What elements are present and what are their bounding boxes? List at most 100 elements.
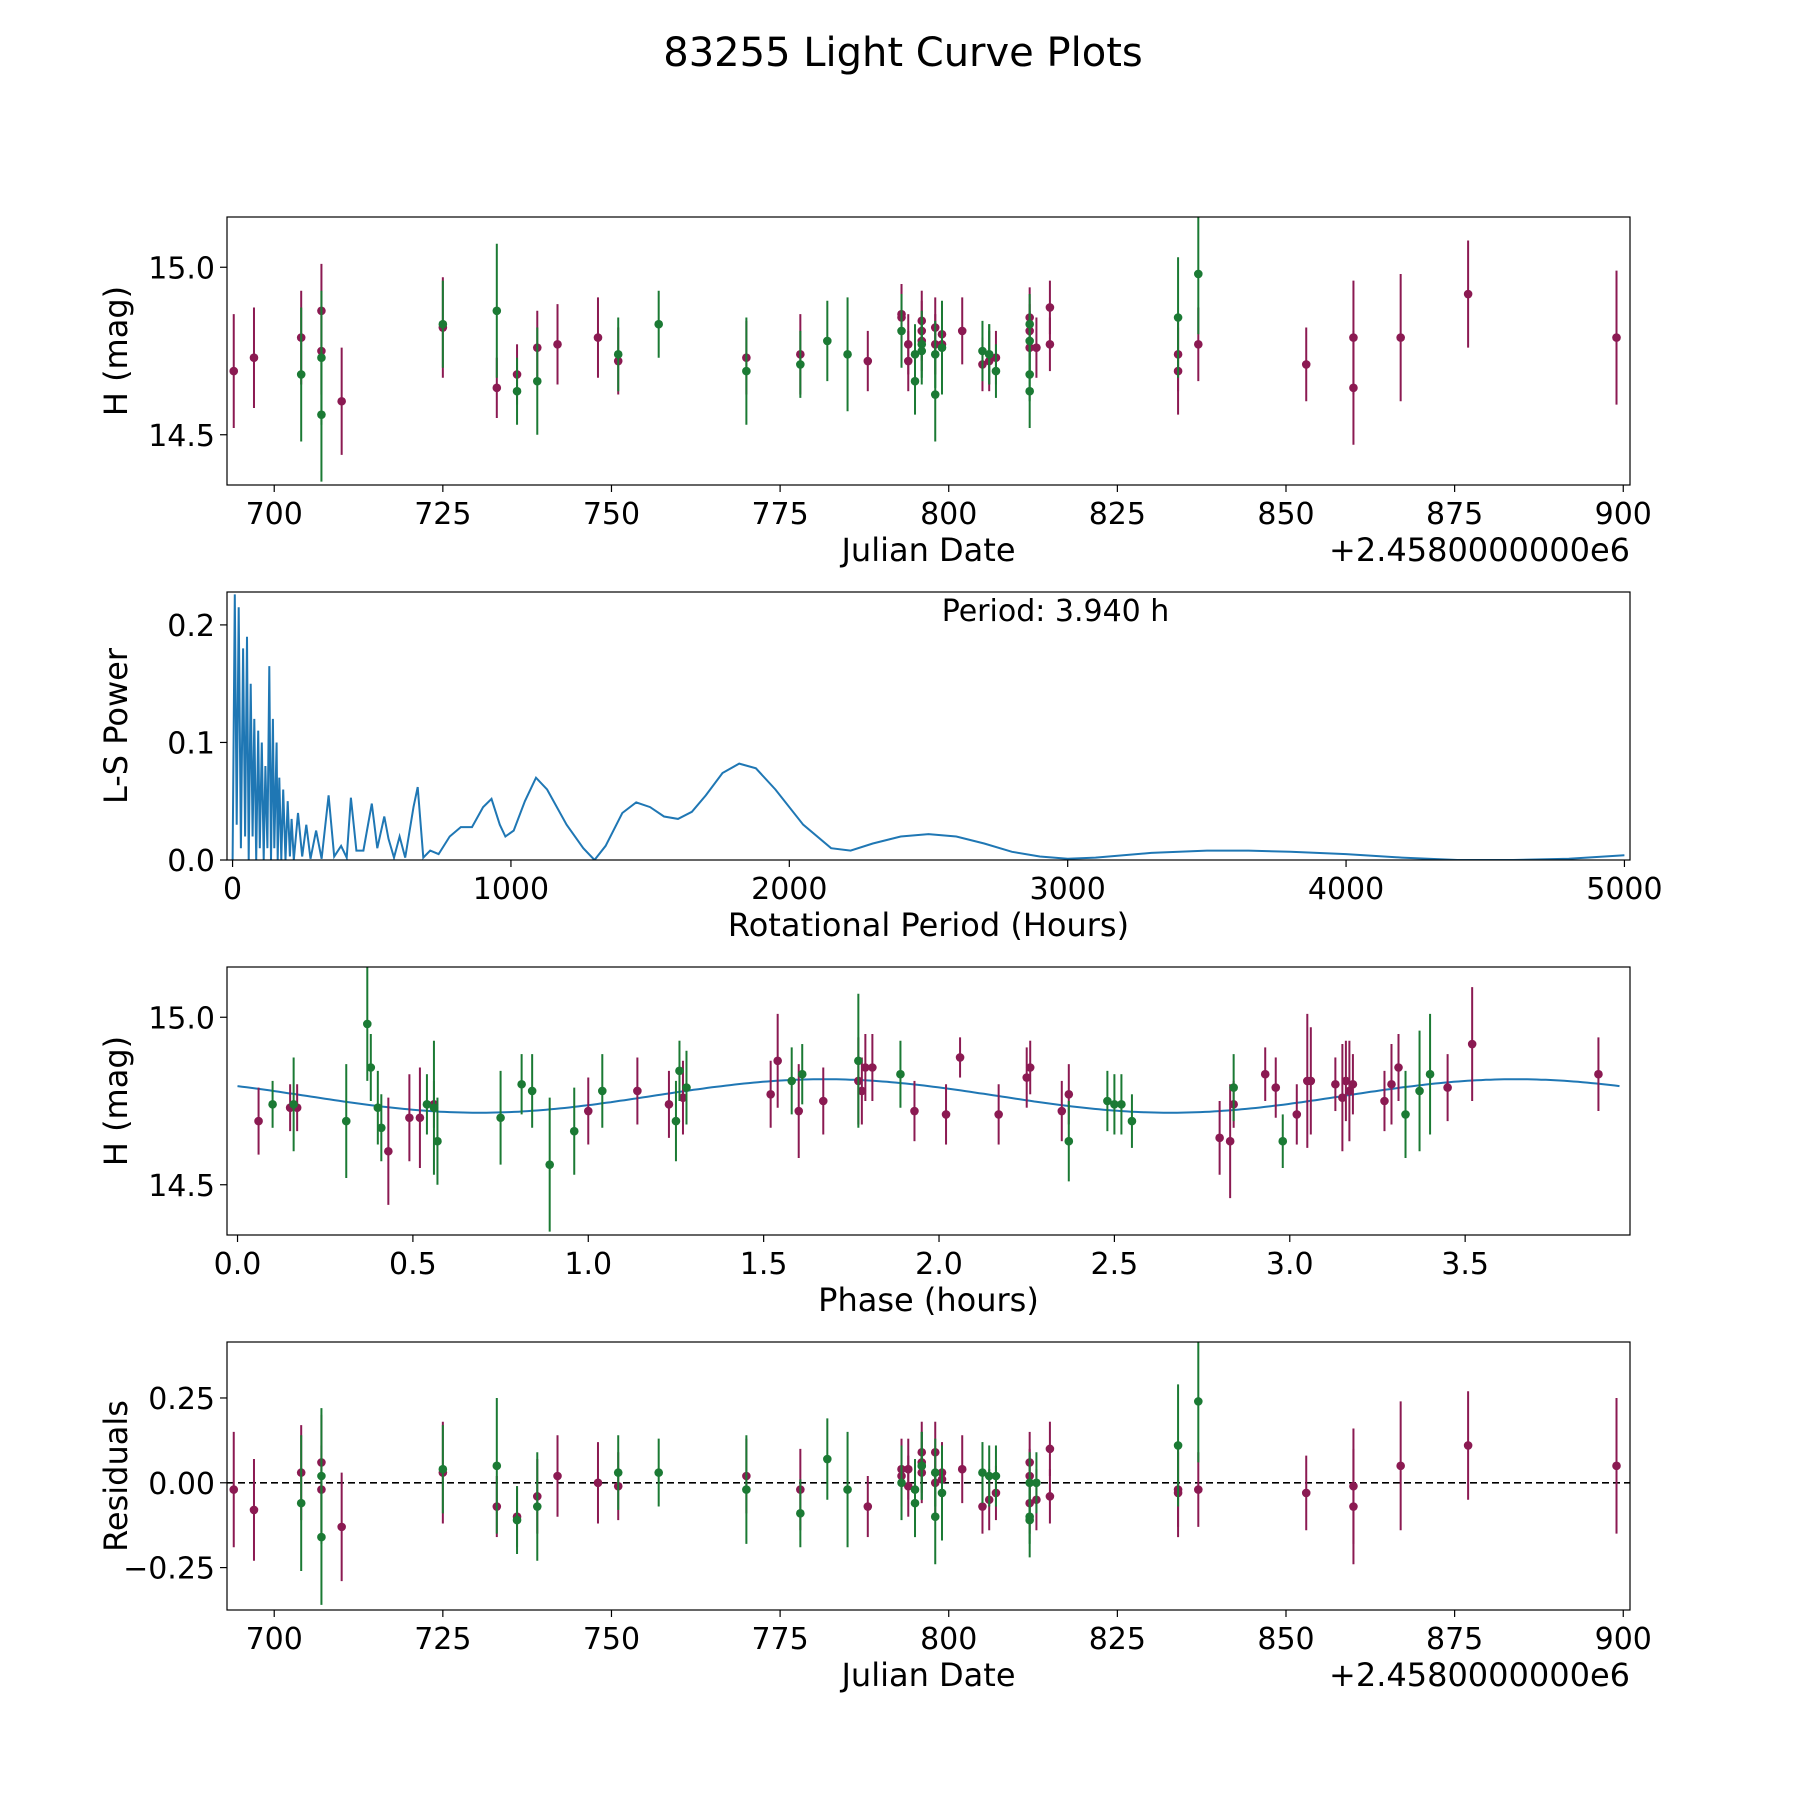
data-point-r xyxy=(1348,1079,1358,1089)
x-axis-label: Phase (hours) xyxy=(818,1281,1039,1319)
data-point-g xyxy=(930,350,940,359)
data-point-r xyxy=(1045,340,1055,349)
data-point-g xyxy=(1278,1136,1288,1146)
x-tick-label: 775 xyxy=(751,497,808,532)
x-tick-label: 0 xyxy=(223,872,242,907)
x-tick-label: 2000 xyxy=(751,872,827,907)
data-point-r xyxy=(1045,303,1055,312)
data-point-r xyxy=(1057,1106,1067,1116)
data-point-g xyxy=(438,319,448,329)
y-tick-label: 14.5 xyxy=(148,1169,215,1204)
data-point-r xyxy=(1612,1461,1621,1471)
periodogram-axes-frame xyxy=(226,591,1631,861)
period-annotation: Period: 3.940 h xyxy=(942,594,1170,629)
data-point-r xyxy=(861,1063,870,1072)
x-tick-label: 1.0 xyxy=(564,1247,612,1282)
data-point-g xyxy=(930,1512,940,1522)
data-point-g xyxy=(1415,1086,1424,1096)
y-tick-label: −0.25 xyxy=(123,1552,215,1587)
data-point-g xyxy=(1194,1397,1203,1406)
figure-title: 83255 Light Curve Plots xyxy=(663,30,1142,76)
data-point-g xyxy=(675,1066,684,1076)
x-tick-label: 3.0 xyxy=(1266,1247,1314,1282)
x-tick-label: 0.0 xyxy=(214,1247,262,1282)
data-point-r xyxy=(593,1478,603,1488)
x-tick-label: 1.5 xyxy=(740,1247,788,1282)
data-point-g xyxy=(1173,1441,1183,1450)
data-point-r xyxy=(1341,1076,1351,1086)
data-point-g xyxy=(823,1454,832,1464)
data-point-r xyxy=(1463,1441,1473,1450)
data-point-g xyxy=(545,1160,554,1169)
x-tick-label: 900 xyxy=(1595,1622,1652,1657)
x-tick-label: 1000 xyxy=(473,872,549,907)
x-offset-text: +2.4580000000e6 xyxy=(1329,1656,1630,1694)
data-point-g xyxy=(654,319,663,329)
data-point-g xyxy=(654,1468,663,1477)
phased-axes-frame xyxy=(226,966,1631,1236)
x-tick-label: 800 xyxy=(920,497,977,532)
data-point-r xyxy=(492,383,502,393)
data-point-r xyxy=(1463,289,1473,299)
data-point-g xyxy=(823,336,832,346)
data-point-r xyxy=(857,1086,867,1096)
x-tick-label: 850 xyxy=(1257,1622,1314,1657)
y-tick-label: 0.0 xyxy=(167,844,215,879)
data-point-r xyxy=(863,1502,873,1511)
data-point-g xyxy=(317,1471,326,1481)
y-tick-label: 0.25 xyxy=(148,1382,215,1417)
data-point-g xyxy=(843,350,852,359)
data-point-r xyxy=(957,1464,967,1474)
data-point-g xyxy=(843,1485,852,1494)
periodogram-plot-area xyxy=(231,594,1625,860)
data-point-g xyxy=(1032,1478,1041,1488)
x-tick-label: 700 xyxy=(246,497,303,532)
data-point-g xyxy=(1117,1100,1126,1109)
data-point-r xyxy=(1292,1110,1302,1119)
x-tick-label: 3.5 xyxy=(1441,1247,1489,1282)
data-point-r xyxy=(957,326,967,336)
data-point-r xyxy=(1306,1076,1316,1086)
phased-plot-area xyxy=(237,967,1620,1232)
data-point-g xyxy=(896,1069,905,1079)
data-point-g xyxy=(422,1100,432,1109)
data-point-r xyxy=(1387,1079,1396,1089)
data-point-r xyxy=(868,1063,877,1072)
y-tick-label: 0.00 xyxy=(148,1467,215,1502)
data-point-g xyxy=(317,353,326,363)
data-point-r xyxy=(337,396,346,406)
x-tick-label: 725 xyxy=(414,497,471,532)
y-axis-label: L-S Power xyxy=(97,647,135,804)
data-point-g xyxy=(1025,1512,1034,1522)
data-point-g xyxy=(1173,313,1183,322)
data-point-r xyxy=(553,340,562,349)
x-tick-label: 0.5 xyxy=(389,1247,437,1282)
data-point-g xyxy=(1025,319,1034,329)
data-point-r xyxy=(903,356,913,366)
data-point-r xyxy=(593,333,603,342)
y-tick-label: 0.2 xyxy=(167,609,215,644)
x-tick-label: 3000 xyxy=(1030,872,1106,907)
data-point-r xyxy=(1612,333,1621,342)
data-point-g xyxy=(366,1063,376,1072)
data-point-g xyxy=(742,366,751,376)
data-point-g xyxy=(796,1509,805,1518)
data-point-r xyxy=(773,1056,782,1066)
residuals-plot-area xyxy=(227,1342,1630,1605)
x-offset-text: +2.4580000000e6 xyxy=(1329,531,1630,569)
data-point-r xyxy=(794,1106,804,1116)
data-point-r xyxy=(818,1096,828,1106)
x-tick-label: 725 xyxy=(414,1622,471,1657)
x-tick-label: 4000 xyxy=(1308,872,1384,907)
x-tick-label: 775 xyxy=(751,1622,808,1657)
data-point-r xyxy=(1064,1090,1074,1099)
data-point-g xyxy=(917,1461,927,1471)
data-point-g xyxy=(984,1471,994,1481)
data-point-g xyxy=(1025,1478,1034,1488)
data-point-r xyxy=(1022,1073,1032,1082)
data-point-r xyxy=(1394,1063,1403,1072)
data-point-g xyxy=(930,390,940,399)
data-point-r xyxy=(1467,1039,1477,1049)
x-axis-label: Rotational Period (Hours) xyxy=(728,906,1129,944)
